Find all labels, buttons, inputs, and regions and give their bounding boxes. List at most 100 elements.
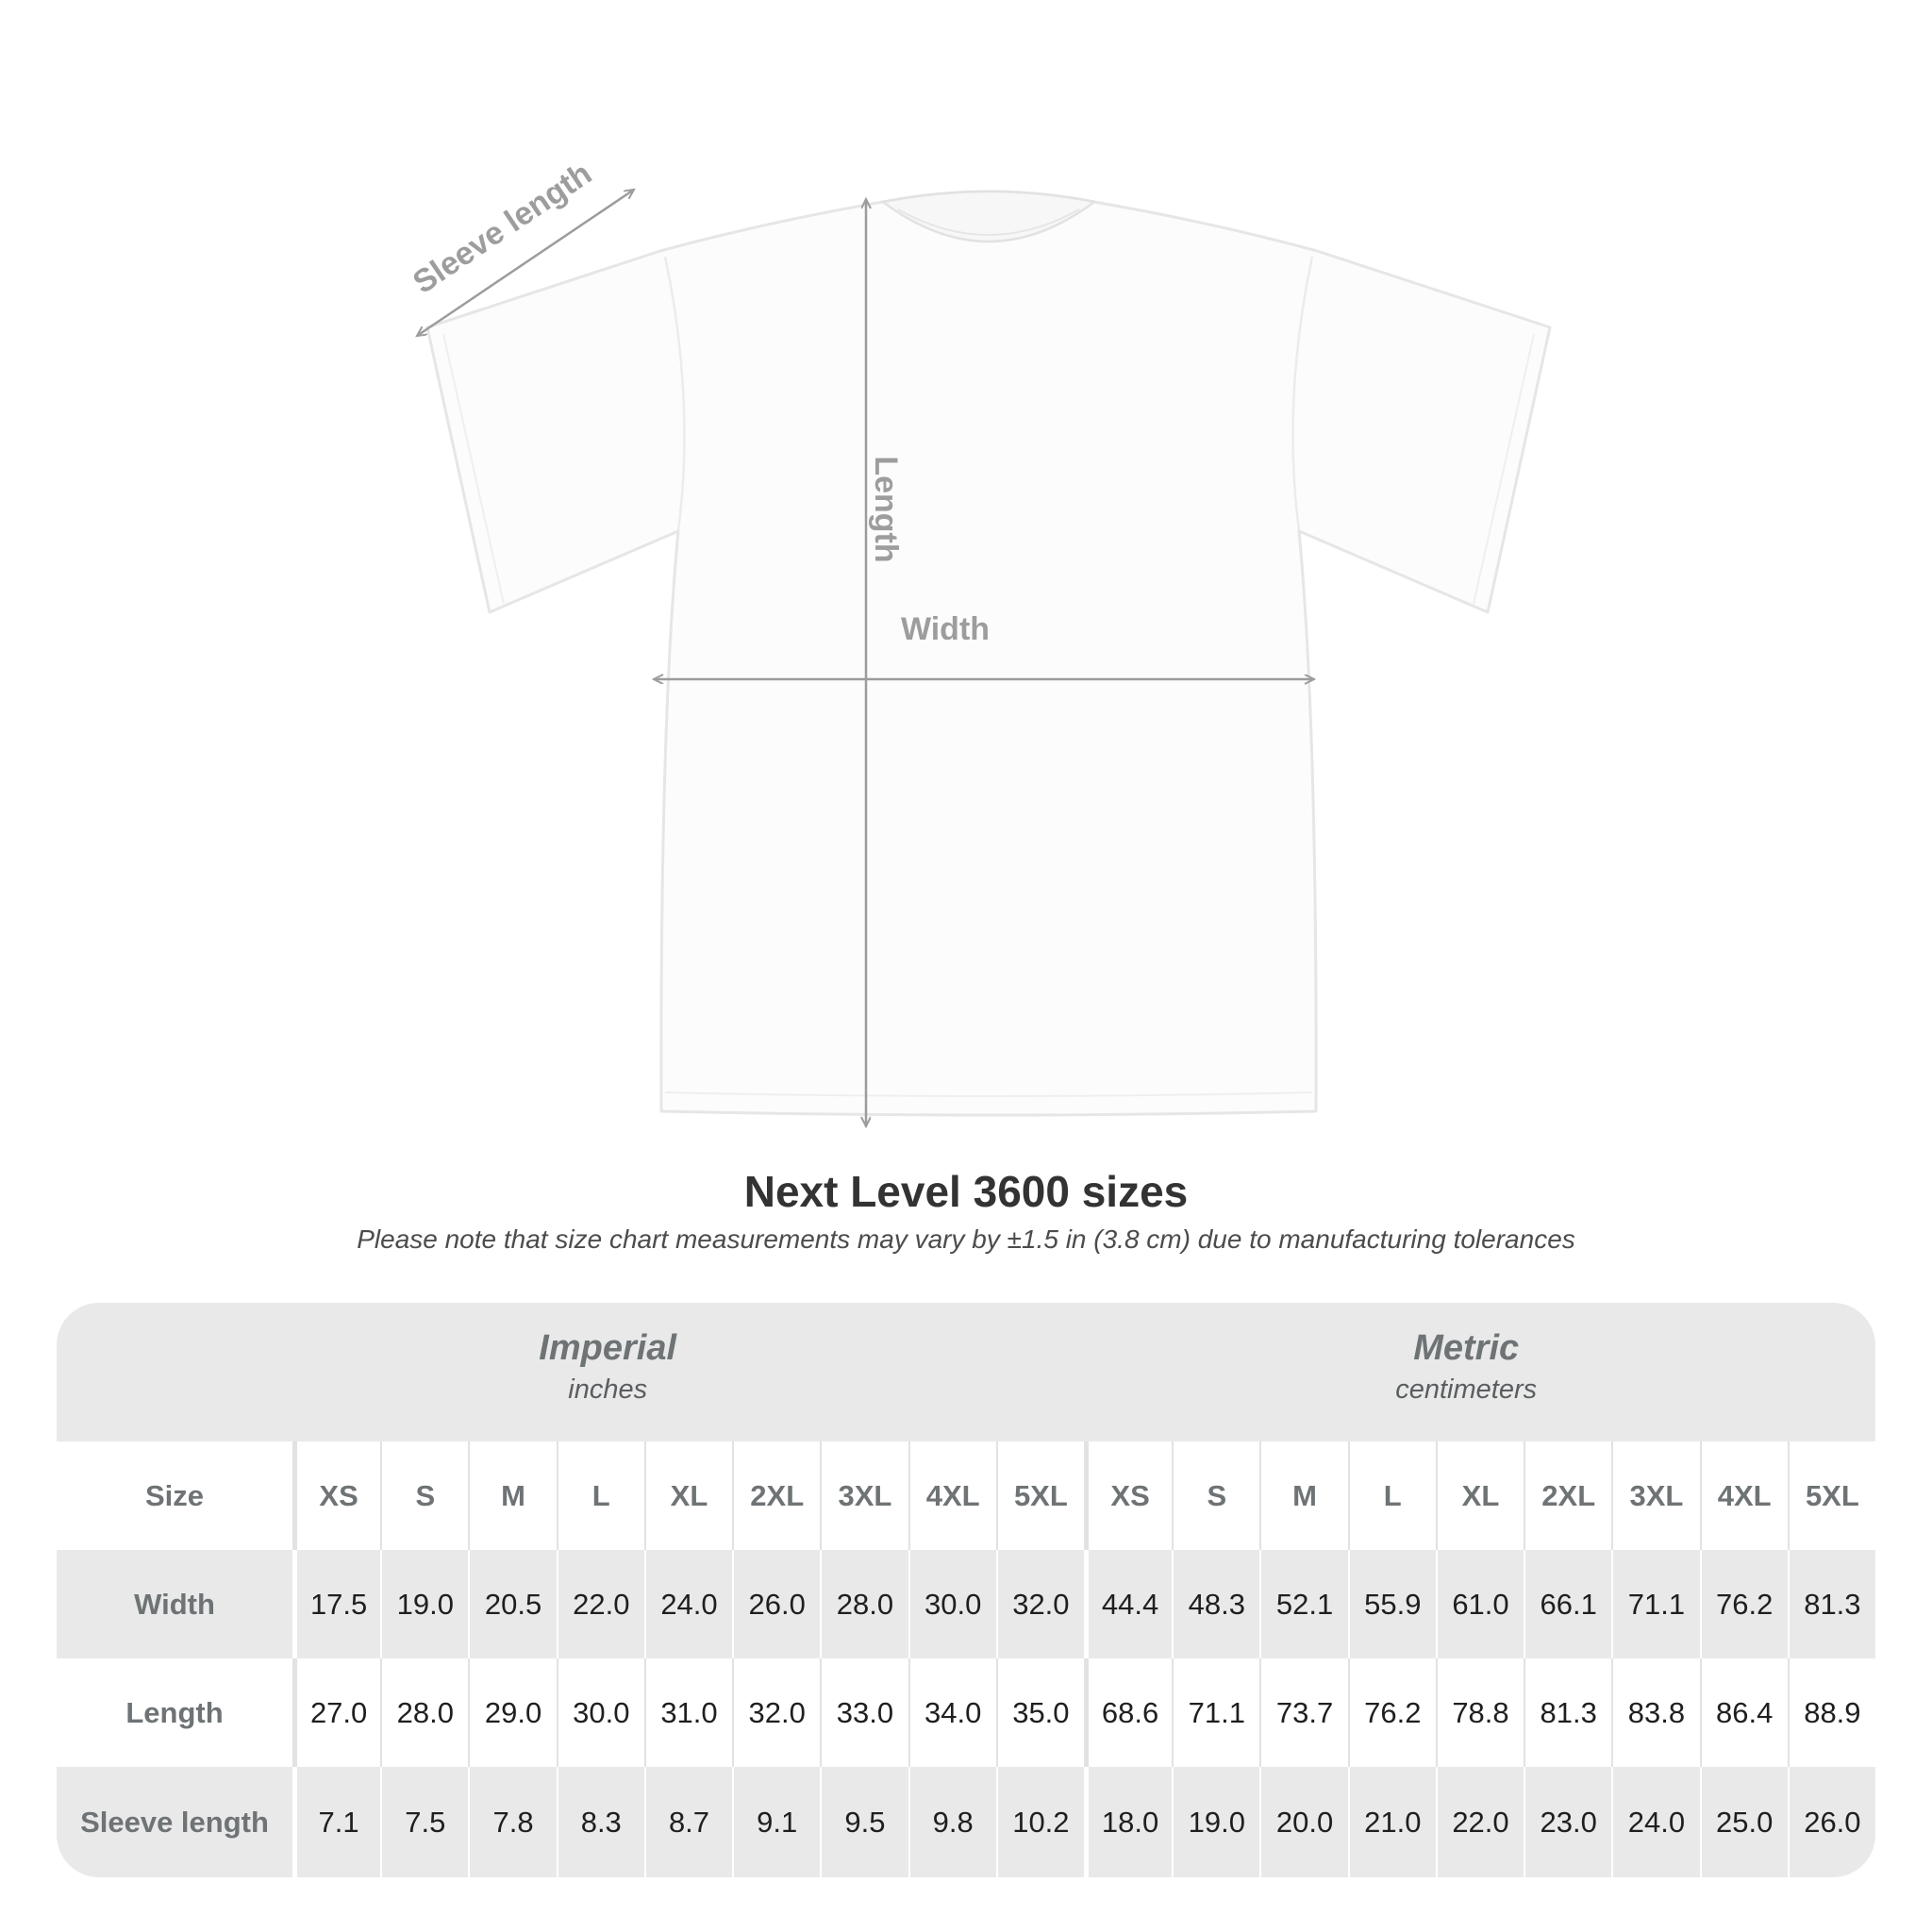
- table-cell: 17.5: [292, 1550, 380, 1658]
- table-cell: 81.3: [1787, 1550, 1875, 1658]
- table-cell: 71.1: [1611, 1550, 1699, 1658]
- table-cell: 23.0: [1524, 1767, 1611, 1877]
- table-cell: 83.8: [1611, 1658, 1699, 1767]
- metric-label: Metric: [1413, 1328, 1520, 1368]
- tshirt-collar: [880, 190, 1097, 243]
- size-header-cell: 2XL: [1524, 1441, 1611, 1550]
- table-cell: 25.0: [1699, 1767, 1788, 1877]
- table-cell: 18.0: [1083, 1767, 1172, 1877]
- table-cell: 32.0: [995, 1550, 1084, 1658]
- size-header-cell: 2XL: [732, 1441, 820, 1550]
- table-cell: 78.8: [1435, 1658, 1524, 1767]
- table-cell: 73.7: [1259, 1658, 1347, 1767]
- left-sleeve-seam: [663, 256, 686, 531]
- table-cell: 9.1: [732, 1767, 820, 1877]
- table-cell: 32.0: [732, 1658, 820, 1767]
- table-cell: 8.7: [643, 1767, 732, 1877]
- table-cell: 10.2: [995, 1767, 1084, 1877]
- imperial-unit-label: inches: [568, 1374, 648, 1405]
- table-cell: 27.0: [292, 1658, 380, 1767]
- size-header-cell: S: [380, 1441, 468, 1550]
- sleeve-length-arrow: [417, 190, 634, 336]
- size-header-cell: 3XL: [1611, 1441, 1699, 1550]
- table-cell: 88.9: [1787, 1658, 1875, 1767]
- table-cell: 26.0: [732, 1550, 820, 1658]
- size-table: Imperial inches Metric centimeters Size …: [57, 1303, 1875, 1877]
- collar-inner-seam: [897, 208, 1080, 236]
- width-label: Width: [901, 611, 990, 647]
- table-cell: 22.0: [1435, 1767, 1524, 1877]
- tolerance-note: Please note that size chart measurements…: [357, 1224, 1575, 1254]
- table-cell: 71.1: [1172, 1658, 1259, 1767]
- table-cell: 24.0: [1611, 1767, 1699, 1877]
- size-header-cell: M: [468, 1441, 556, 1550]
- table-cell: 9.5: [820, 1767, 908, 1877]
- table-cell: 81.3: [1524, 1658, 1611, 1767]
- page-title: Next Level 3600 sizes: [743, 1167, 1189, 1216]
- size-header-cell: 4XL: [1699, 1441, 1788, 1550]
- size-column-header: Size: [144, 1478, 205, 1512]
- table-cell: 7.1: [292, 1767, 380, 1877]
- table-cell: 76.2: [1347, 1658, 1436, 1767]
- table-cell: 19.0: [380, 1550, 468, 1658]
- table-cell: 26.0: [1787, 1767, 1875, 1877]
- table-cell: 55.9: [1347, 1550, 1436, 1658]
- table-cell: 76.2: [1699, 1550, 1788, 1658]
- table-cell: 52.1: [1259, 1550, 1347, 1658]
- right-sleeve-seam: [1291, 256, 1314, 531]
- tshirt-body: [425, 190, 1552, 1117]
- table-cell: 28.0: [820, 1550, 908, 1658]
- width-row: Width 17.5 19.0 20.5 22.0 24.0 26.0 28.0…: [57, 1550, 1875, 1658]
- table-cell: 68.6: [1083, 1658, 1172, 1767]
- right-cuff-stitch: [1473, 333, 1535, 605]
- table-cell: 21.0: [1347, 1767, 1436, 1877]
- table-cell: 34.0: [908, 1658, 996, 1767]
- size-header-cell: 5XL: [1787, 1441, 1875, 1550]
- table-cell: 33.0: [820, 1658, 908, 1767]
- size-header-cell: 5XL: [995, 1441, 1084, 1550]
- unit-group-metric: Metric centimeters: [1395, 1325, 1537, 1408]
- table-cell: 28.0: [380, 1658, 468, 1767]
- hem-stitch: [664, 1091, 1313, 1097]
- table-cell: 24.0: [643, 1550, 732, 1658]
- size-header-cell: L: [556, 1441, 644, 1550]
- size-header-cell: XS: [1083, 1441, 1172, 1550]
- table-cell: 19.0: [1172, 1767, 1259, 1877]
- table-cell: 8.3: [556, 1767, 644, 1877]
- table-cell: 66.1: [1524, 1550, 1611, 1658]
- length-row: Length 27.0 28.0 29.0 30.0 31.0 32.0 33.…: [57, 1658, 1875, 1767]
- size-header-cell: S: [1172, 1441, 1259, 1550]
- unit-group-imperial: Imperial inches: [539, 1325, 676, 1408]
- row-label-sleeve-length: Sleeve length: [80, 1805, 269, 1839]
- table-cell: 44.4: [1083, 1550, 1172, 1658]
- size-header-cell: XL: [1435, 1441, 1524, 1550]
- measurement-annotations: [417, 190, 1314, 1126]
- length-label: Length: [868, 456, 904, 562]
- tshirt-illustration: [425, 190, 1552, 1117]
- size-header-row: Size XS S M L XL 2XL 3XL 4XL 5XL XS S M …: [57, 1441, 1875, 1550]
- metric-unit-label: centimeters: [1395, 1374, 1538, 1405]
- size-header-cell: XS: [292, 1441, 380, 1550]
- table-cell: 30.0: [556, 1658, 644, 1767]
- imperial-label: Imperial: [539, 1328, 677, 1368]
- table-cell: 35.0: [995, 1658, 1084, 1767]
- table-cell: 9.8: [908, 1767, 996, 1877]
- tshirt-measurement-diagram: Sleeve length Length Width: [407, 156, 1552, 1170]
- size-header-cell: 4XL: [908, 1441, 996, 1550]
- table-cell: 20.5: [468, 1550, 556, 1658]
- size-header-cell: M: [1259, 1441, 1347, 1550]
- unit-group-band: Imperial inches Metric centimeters: [57, 1303, 1875, 1441]
- left-cuff-stitch: [442, 333, 505, 605]
- sleeve-length-row: Sleeve length 7.1 7.5 7.8 8.3 8.7 9.1 9.…: [57, 1767, 1875, 1877]
- table-cell: 61.0: [1435, 1550, 1524, 1658]
- table-cell: 30.0: [908, 1550, 996, 1658]
- table-cell: 7.8: [468, 1767, 556, 1877]
- table-cell: 86.4: [1699, 1658, 1788, 1767]
- size-header-cell: L: [1347, 1441, 1436, 1550]
- table-cell: 7.5: [380, 1767, 468, 1877]
- table-cell: 20.0: [1259, 1767, 1347, 1877]
- row-label-length: Length: [125, 1695, 224, 1729]
- table-cell: 29.0: [468, 1658, 556, 1767]
- table-cell: 31.0: [643, 1658, 732, 1767]
- table-cell: 48.3: [1172, 1550, 1259, 1658]
